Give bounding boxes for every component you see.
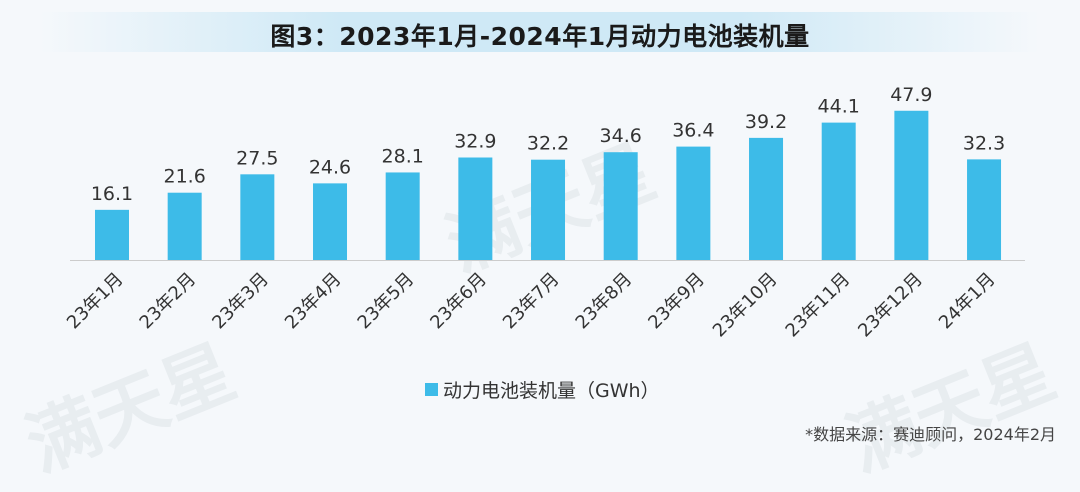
bar <box>603 152 638 260</box>
bar <box>313 183 348 260</box>
legend-swatch <box>425 383 438 396</box>
data-label: 32.3 <box>963 132 1005 154</box>
bar <box>95 209 129 260</box>
bar <box>531 159 566 260</box>
data-label: 32.2 <box>527 133 569 155</box>
data-label: 16.1 <box>91 183 133 205</box>
bar <box>458 157 493 260</box>
bar <box>967 159 1002 260</box>
x-tick-label: 23年4月 <box>281 269 346 334</box>
x-tick-label: 23年8月 <box>572 269 637 334</box>
data-label: 24.6 <box>309 156 351 178</box>
source-note: *数据来源：赛迪顾问，2024年2月 <box>805 425 1056 444</box>
data-label: 34.6 <box>600 125 642 147</box>
x-tick-label: 23年5月 <box>354 269 419 334</box>
bar <box>240 174 275 260</box>
bar <box>385 172 420 260</box>
x-tick-label: 23年2月 <box>136 269 201 334</box>
data-label: 36.4 <box>672 120 714 142</box>
data-label: 39.2 <box>745 111 787 133</box>
data-label: 44.1 <box>818 96 860 118</box>
data-label: 28.1 <box>382 145 424 167</box>
bar <box>167 192 202 260</box>
bar <box>821 122 856 260</box>
bar <box>894 110 929 261</box>
data-label: 32.9 <box>454 131 496 153</box>
x-tick-label: 23年7月 <box>499 269 564 334</box>
data-label: 27.5 <box>236 147 278 169</box>
x-tick-label: 23年12月 <box>854 269 927 342</box>
data-label: 47.9 <box>890 84 932 106</box>
title-band <box>40 12 1040 52</box>
bar-chart: 16.1 23年1月 21.6 23年2月 27.5 23年3月 24.6 23年4月 28.1… <box>63 84 1025 342</box>
data-label: 21.6 <box>164 166 206 188</box>
x-tick-label: 23年6月 <box>426 269 491 334</box>
x-tick-label: 23年1月 <box>63 269 128 334</box>
chart-title: 图3：2023年1月-2024年1月动力电池装机量 <box>270 22 810 51</box>
x-tick-label: 23年11月 <box>782 269 855 342</box>
bar <box>749 137 784 260</box>
x-tick-label: 23年9月 <box>644 269 709 334</box>
x-tick-label: 23年10月 <box>709 269 782 342</box>
legend: 动力电池装机量（GWh） <box>425 376 660 403</box>
legend-label: 动力电池装机量（GWh） <box>443 380 660 402</box>
bar <box>676 146 711 260</box>
x-tick-label: 23年3月 <box>208 269 273 334</box>
x-tick-label: 24年1月 <box>935 269 1000 334</box>
